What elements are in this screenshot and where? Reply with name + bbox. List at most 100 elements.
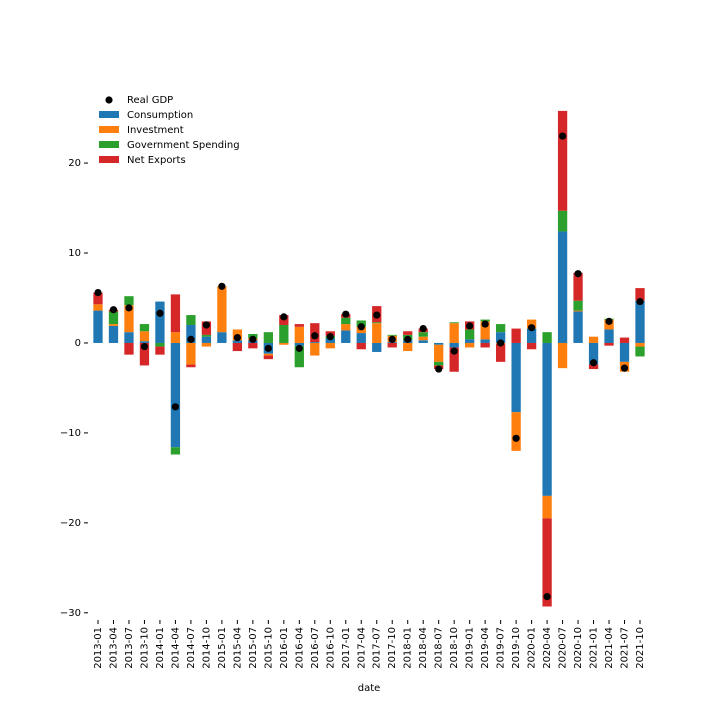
bar-segment: [93, 292, 103, 305]
gdp-dot: [466, 322, 474, 330]
legend-marker: [105, 96, 113, 104]
bar-segment: [294, 342, 304, 346]
bar-segment: [139, 331, 150, 342]
gdp-dot: [481, 320, 489, 328]
x-tick-label: 2013-04: [108, 627, 119, 669]
bar-segment: [573, 310, 583, 312]
x-tick-label: 2021-01: [589, 627, 600, 669]
bar-segment: [449, 323, 459, 343]
x-tick-label: 2018-10: [449, 627, 460, 669]
bar-segment: [526, 342, 537, 350]
gdp-dot: [419, 324, 427, 333]
x-tick-label: 2015-07: [248, 627, 259, 669]
bar-segment: [325, 338, 335, 343]
bar-segment: [604, 329, 614, 343]
gdp-dot: [233, 333, 241, 342]
bar-segment: [495, 332, 506, 343]
bar-segment: [170, 447, 181, 455]
x-axis-label: date: [358, 683, 381, 694]
bar-segment: [155, 342, 165, 347]
bar-segment: [635, 346, 645, 357]
gdp-dot: [528, 324, 536, 332]
bar-segment: [526, 328, 537, 343]
bar-segment: [449, 322, 459, 324]
legend-swatch: [99, 156, 119, 163]
gdp-dot: [558, 132, 567, 140]
bar-segment: [434, 344, 444, 362]
bar-segment: [372, 342, 382, 352]
legend-label: Net Exports: [127, 155, 186, 166]
gdp-dot: [171, 403, 180, 411]
bar-segment: [542, 342, 552, 496]
bar-segment: [465, 339, 475, 343]
bar-segment: [341, 330, 351, 343]
bar-segment: [279, 342, 289, 345]
gdp-dot: [450, 347, 458, 355]
bar-segment: [201, 336, 212, 343]
bar-segment: [465, 342, 475, 348]
bar-segment: [356, 333, 366, 343]
gdp-dot: [218, 282, 226, 290]
bar-segment: [356, 342, 366, 350]
bar-segment: [186, 315, 196, 325]
x-tick-label: 2015-01: [217, 627, 228, 669]
bar-segment: [310, 342, 320, 343]
bar-segment: [232, 342, 243, 352]
bar-segment: [635, 288, 645, 301]
x-tick-label: 2018-07: [434, 627, 445, 669]
legend-label: Consumption: [127, 110, 193, 121]
x-tick-label: 2019-10: [511, 627, 522, 669]
bar-segment: [557, 342, 568, 369]
bar-segment: [372, 323, 382, 343]
bar-segment: [170, 332, 181, 343]
bar-segment: [604, 342, 614, 346]
legend-swatch: [99, 126, 119, 133]
bar-segment: [387, 334, 397, 336]
bar-segment: [139, 341, 150, 343]
bar-segment: [93, 310, 103, 343]
bar-segment: [186, 364, 196, 368]
bar-segment: [588, 336, 599, 343]
bar-segment: [449, 347, 459, 372]
x-tick-label: 2017-07: [372, 627, 383, 669]
y-tick-label: 20: [68, 158, 81, 169]
bar-segment: [418, 336, 428, 341]
gdp-dot: [497, 339, 505, 347]
bar-segment: [403, 331, 413, 335]
bar-segment: [480, 342, 490, 348]
gdp-dot: [140, 342, 149, 351]
x-tick-label: 2020-01: [527, 627, 538, 669]
gdp-dot: [388, 335, 396, 343]
legend-label: Investment: [127, 125, 184, 136]
bar-segment: [263, 332, 273, 343]
x-tick-label: 2018-01: [403, 627, 414, 669]
x-tick-label: 2017-10: [387, 627, 398, 669]
bar-segment: [341, 324, 351, 331]
bar-segment: [217, 286, 227, 333]
bar-segment: [341, 317, 351, 325]
x-tick-label: 2013-01: [93, 627, 104, 669]
bar-segment: [93, 304, 103, 311]
bar-segment: [139, 342, 150, 366]
bar-segment: [588, 342, 599, 365]
bar-segment: [108, 311, 119, 325]
bar-segment: [557, 110, 568, 211]
gdp-dot: [295, 344, 303, 352]
bar-segment: [139, 324, 150, 332]
x-tick-label: 2016-10: [325, 627, 336, 669]
x-tick-label: 2015-10: [263, 627, 274, 669]
legend-label: Real GDP: [127, 95, 173, 106]
legend-swatch: [99, 111, 119, 118]
bar-segment: [573, 272, 583, 301]
gdp-dot: [125, 304, 133, 312]
x-tick-label: 2016-04: [294, 627, 305, 669]
gdp-dot: [187, 335, 195, 343]
bar-segment: [279, 324, 289, 343]
bar-segment: [449, 342, 459, 348]
bar-segment: [186, 324, 196, 343]
bar-segment: [155, 301, 165, 343]
bar-segment: [170, 294, 181, 333]
bar-segment: [403, 342, 413, 352]
gdp-dot: [435, 365, 443, 373]
